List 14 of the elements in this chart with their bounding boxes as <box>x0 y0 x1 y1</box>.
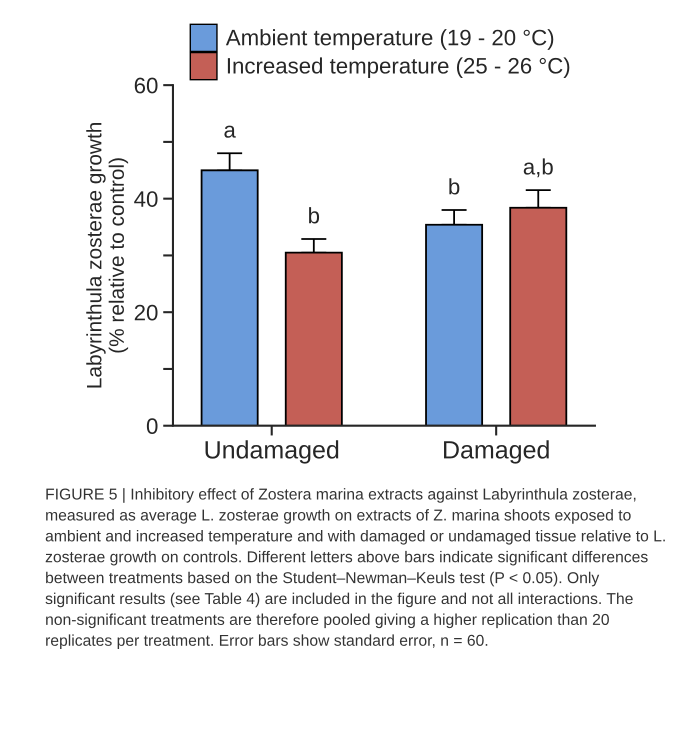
x-tick-label: Damaged <box>444 440 549 464</box>
y-tick-label: 20 <box>134 304 158 320</box>
y-axis-title: Labyrinthula zosterae growth (% relative to control) <box>86 123 128 388</box>
caption: FIGURE 5 | Inhibitory effect of Zostera marina extracts against Labyrinthula zosterae, measured as average L. zosterae growth on extracts of Z. marina shoots exposed to ambient and increased temperature and with damaged or undamaged tissue relative to L. zosterae growth on controls. Different letters above bars indicate significant differences between treatments based on the Student–Newman–Keuls test (P < 0.05). Only significant results (see Table 4) are included in the figure and not all interactions. The non-significant treatments are therefore pooled giving a higher replication than 20 replicates per treatment. Error bars show standard error, n = 60. <box>46 488 665 650</box>
annotation: a,b <box>524 158 553 178</box>
annotation: b <box>449 178 460 195</box>
y-tick-label: 0 <box>146 418 158 434</box>
legend-label: Ambient temperature (19 - 20 °C) <box>226 29 554 50</box>
legend-label: Increased temperature (25 - 26 °C) <box>228 57 570 78</box>
y-tick-label: 60 <box>134 78 158 94</box>
y-tick-label: 40 <box>134 191 158 207</box>
annotation: a <box>224 126 236 138</box>
x-tick-label: Undamaged <box>206 440 338 464</box>
annotation: b <box>309 207 320 224</box>
